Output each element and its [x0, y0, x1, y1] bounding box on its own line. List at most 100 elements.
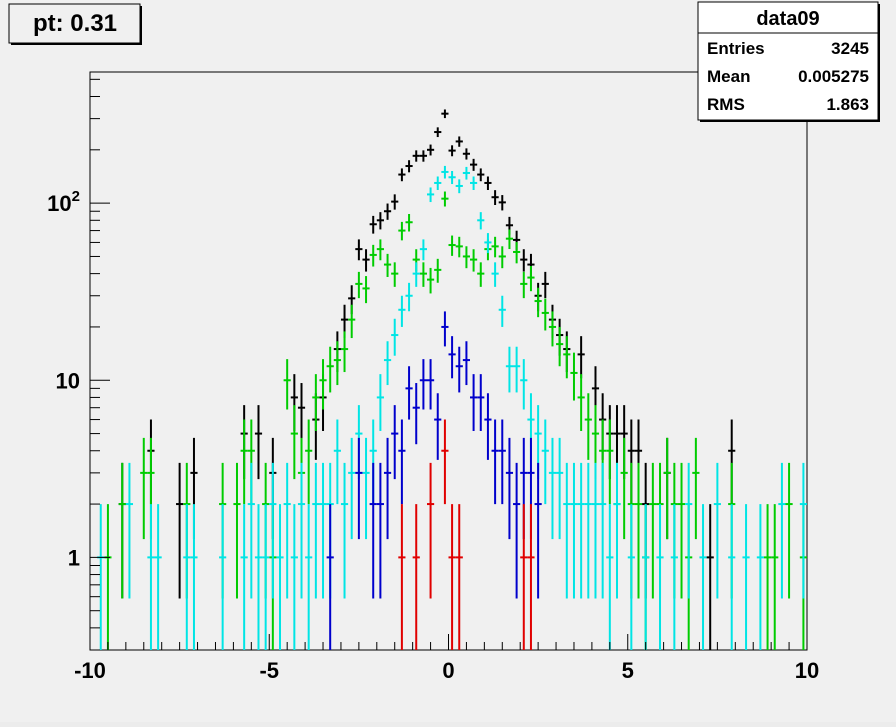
data-point: [642, 504, 650, 650]
data-point: [376, 462, 384, 599]
data-point: [613, 462, 621, 599]
data-point: [319, 462, 327, 599]
series-2: [97, 165, 807, 650]
data-point: [297, 462, 306, 599]
data-point: [405, 282, 413, 312]
data-point: [269, 462, 277, 599]
data-point: [154, 504, 162, 650]
x-tick-label: 0: [442, 658, 454, 683]
data-point: [355, 437, 363, 540]
data-point: [398, 221, 406, 241]
data-point: [455, 179, 463, 194]
data-point: [426, 359, 435, 410]
data-point: [527, 266, 535, 292]
data-point: [190, 504, 198, 650]
data-point: [219, 504, 227, 650]
data-point: [398, 168, 406, 182]
stats-value-mean: 0.005275: [798, 67, 869, 86]
data-point: [240, 419, 248, 505]
y-tick-label: 102: [47, 188, 80, 216]
data-point: [312, 374, 320, 431]
data-point: [140, 437, 148, 540]
data-point: [599, 462, 607, 599]
data-point: [376, 212, 384, 230]
series-4: [398, 419, 535, 650]
data-point: [348, 437, 356, 540]
data-point: [541, 419, 549, 505]
data-point: [556, 437, 564, 540]
data-point: [247, 462, 255, 599]
data-point: [570, 462, 578, 599]
data-point: [498, 195, 506, 211]
stats-box: data09 Entries 3245 Mean 0.005275 RMS 1.…: [697, 1, 880, 122]
data-point: [391, 194, 399, 210]
data-point: [505, 346, 514, 393]
data-point: [470, 176, 478, 191]
data-point: [470, 158, 478, 171]
data-point: [649, 462, 657, 599]
data-point: [534, 287, 542, 318]
data-point: [305, 419, 313, 505]
data-point: [326, 504, 334, 650]
data-point: [391, 262, 399, 287]
series-3: [326, 311, 542, 650]
data-point: [706, 504, 714, 650]
data-point: [398, 295, 406, 327]
data-point: [606, 419, 614, 505]
data-point: [262, 504, 270, 650]
data-point: [534, 462, 542, 599]
data-point: [513, 462, 521, 599]
data-point: [448, 171, 456, 185]
data-point: [498, 295, 506, 327]
data-point: [513, 346, 521, 393]
data-point: [462, 341, 471, 386]
data-point: [520, 271, 528, 299]
data-point: [484, 176, 492, 191]
data-point: [233, 462, 241, 599]
data-point: [412, 262, 420, 287]
data-point: [584, 393, 592, 460]
data-point: [541, 271, 549, 299]
stats-value-entries: 3245: [831, 39, 869, 58]
data-point: [398, 504, 406, 650]
data-point: [340, 331, 349, 373]
data-point: [656, 504, 664, 650]
data-point: [283, 359, 291, 410]
data-point: [548, 437, 557, 540]
data-point: [147, 504, 155, 650]
data-point: [477, 212, 485, 230]
data-point: [290, 405, 298, 480]
data-point: [183, 504, 191, 650]
data-point: [484, 393, 492, 460]
data-point: [477, 374, 485, 431]
data-point: [491, 190, 499, 205]
data-point: [419, 239, 427, 261]
data-point: [319, 359, 327, 410]
data-point: [362, 276, 370, 304]
x-tick-label: -10: [74, 658, 106, 683]
data-point: [412, 504, 420, 650]
data-point: [412, 150, 420, 162]
data-point: [419, 359, 427, 410]
data-point: [405, 160, 413, 173]
data-point: [426, 187, 435, 203]
title-label: pt: 0.31: [33, 10, 117, 37]
data-point: [548, 311, 557, 347]
data-point: [663, 437, 671, 540]
data-point: [312, 462, 320, 599]
data-point: [505, 437, 514, 540]
title-box: pt: 0.31: [8, 3, 142, 45]
data-point: [391, 318, 399, 356]
data-point: [520, 504, 528, 650]
data-point: [383, 341, 392, 386]
x-tick-label: 10: [795, 658, 819, 683]
data-point: [355, 239, 363, 261]
data-point: [405, 366, 413, 420]
data-point: [713, 462, 721, 599]
data-point: [455, 136, 463, 147]
data-point: [441, 109, 449, 119]
data-point: [448, 145, 456, 157]
data-point: [383, 253, 392, 277]
data-point: [118, 462, 126, 599]
data-point: [520, 249, 528, 272]
